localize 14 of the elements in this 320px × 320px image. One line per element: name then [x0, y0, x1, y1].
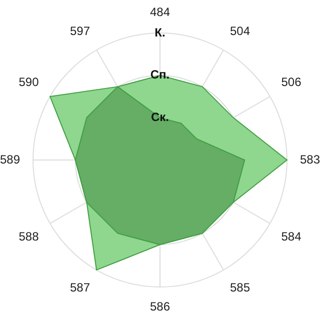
y-tick-label: Ск.	[150, 110, 170, 124]
spoke-label: 504	[230, 24, 250, 38]
y-tick-label: К.	[154, 25, 166, 40]
spoke-label: 484	[150, 5, 170, 20]
spoke-label: 588	[18, 230, 40, 244]
spoke-label: 506	[281, 75, 302, 90]
spoke-label: 586	[150, 299, 170, 314]
spoke-label: 587	[70, 280, 90, 295]
spoke-label: 589	[0, 152, 20, 166]
spoke-label: 584	[281, 230, 302, 244]
spoke-label: 597	[70, 24, 90, 38]
spoke-label: 590	[18, 75, 40, 90]
spoke-label: 583	[300, 152, 320, 166]
spoke-label: 585	[230, 280, 250, 295]
